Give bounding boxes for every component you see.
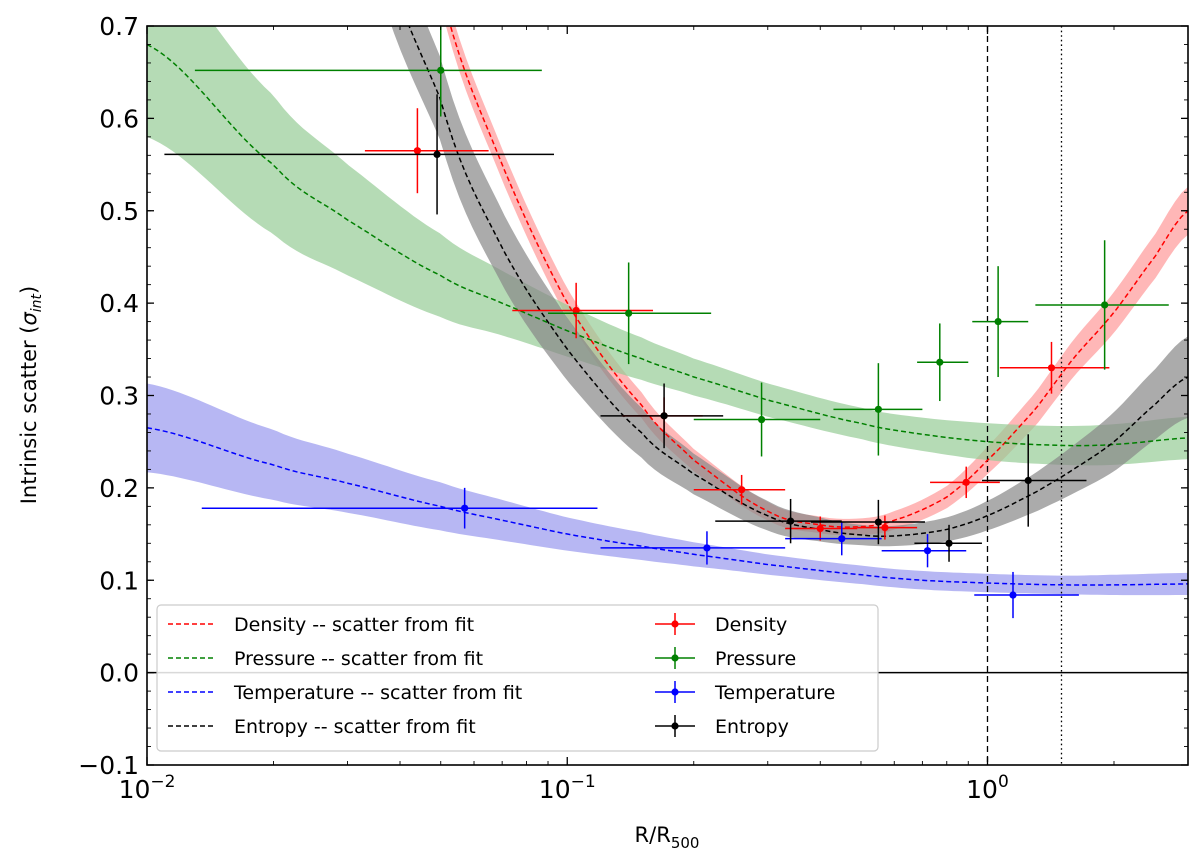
marker xyxy=(1047,364,1056,372)
y-tick-label: 0.7 xyxy=(99,12,139,41)
y-tick-label: 0.1 xyxy=(99,566,139,595)
marker xyxy=(838,535,846,543)
data-points xyxy=(164,26,1169,619)
legend-fit-pressure-scatter-from-fit: Pressure -- scatter from fit xyxy=(168,648,483,670)
legend-fit-entropy-scatter-from-fit: Entropy -- scatter from fit xyxy=(168,716,476,738)
fit-lines xyxy=(147,26,1188,586)
legend-fit-density-scatter-from-fit: Density -- scatter from fit xyxy=(168,614,474,636)
y-tick-label: 0.3 xyxy=(99,382,139,411)
point-temperature-4 xyxy=(881,534,967,568)
marker xyxy=(660,412,668,420)
fit-bands xyxy=(147,26,1188,596)
legend-frame xyxy=(156,604,879,752)
point-entropy-2 xyxy=(600,383,724,449)
legend-point-entries: Density Pressure Temperature Entropy xyxy=(655,613,835,738)
marker xyxy=(923,547,932,555)
point-density-4 xyxy=(693,474,786,505)
y-tick-label: 0.0 xyxy=(99,659,139,688)
point-entropy-4 xyxy=(810,499,925,545)
x-tick-label: 10−2 xyxy=(119,772,176,804)
fit-line-pressure-scatter-from-fit xyxy=(147,43,1188,447)
marker xyxy=(757,415,766,424)
legend-label: Density -- scatter from fit xyxy=(234,614,474,636)
point-density-1 xyxy=(364,108,489,194)
legend-label: Temperature xyxy=(714,682,835,704)
point-pressure-2 xyxy=(548,262,712,365)
marker xyxy=(433,150,441,159)
point-pressure-6 xyxy=(972,266,1029,378)
x-tick-label: 10−1 xyxy=(539,772,596,804)
legend-marker xyxy=(671,688,679,696)
legend-point-entropy: Entropy xyxy=(655,715,789,738)
legend-point-temperature: Temperature xyxy=(655,681,835,704)
legend-marker xyxy=(671,722,679,730)
fit-line-entropy-scatter-from-fit xyxy=(408,26,1188,538)
legend-fit-temperature-scatter-from-fit: Temperature -- scatter from fit xyxy=(168,682,522,704)
point-temperature-2 xyxy=(600,531,786,565)
point-entropy-3 xyxy=(715,498,842,544)
point-entropy-6 xyxy=(981,434,1087,527)
legend-label: Entropy -- scatter from fit xyxy=(234,716,476,738)
point-entropy-5 xyxy=(914,524,982,562)
marker xyxy=(881,523,889,532)
axis-ticks: −0.1 0.0 0.1 0.2 0.3 0.4 0.5 0.6 0.7 10−2 10−1 100 xyxy=(78,12,1189,804)
marker xyxy=(703,544,711,552)
band-temperature-scatter-from-fit xyxy=(147,383,1188,596)
legend-label: Entropy xyxy=(715,716,789,738)
y-tick-label: 0.5 xyxy=(99,197,139,226)
legend-fit-entries: Density -- scatter from fit Pressure -- s… xyxy=(168,614,522,738)
point-density-8 xyxy=(999,341,1110,394)
point-pressure-3 xyxy=(693,382,821,457)
marker xyxy=(994,318,1002,326)
y-tick-label: 0.2 xyxy=(99,474,139,503)
y-tick-label: 0.6 xyxy=(99,104,139,133)
marker xyxy=(962,478,970,486)
marker xyxy=(461,504,469,512)
point-temperature-1 xyxy=(201,487,598,529)
point-pressure-5 xyxy=(917,323,969,402)
marker xyxy=(1101,301,1109,309)
legend-marker xyxy=(671,654,679,662)
marker xyxy=(625,309,633,317)
legend-label: Pressure -- scatter from fit xyxy=(234,648,483,670)
point-temperature-5 xyxy=(974,571,1079,619)
point-pressure-4 xyxy=(833,363,923,456)
y-tick-label: −0.1 xyxy=(78,751,139,780)
marker xyxy=(874,518,882,526)
marker xyxy=(572,306,580,315)
marker xyxy=(413,147,422,155)
legend: Density -- scatter from fit Pressure -- s… xyxy=(156,604,879,752)
legend-label: Density xyxy=(715,614,787,636)
marker xyxy=(786,517,795,525)
fit-line-temperature-scatter-from-fit xyxy=(147,427,1188,586)
marker xyxy=(945,539,953,547)
marker xyxy=(816,524,824,533)
marker xyxy=(1024,476,1032,485)
legend-point-pressure: Pressure xyxy=(655,647,796,670)
point-temperature-3 xyxy=(785,522,882,556)
marker xyxy=(936,358,944,366)
point-pressure-7 xyxy=(1035,240,1169,370)
point-pressure-1 xyxy=(194,26,542,117)
band-pressure-scatter-from-fit xyxy=(147,26,1188,466)
x-tick-label: 100 xyxy=(966,772,1009,804)
point-density-7 xyxy=(930,466,1000,499)
marker xyxy=(437,66,445,74)
y-axis-title: Intrinsic scatter (σint) xyxy=(17,286,45,505)
marker xyxy=(874,405,882,413)
point-density-6 xyxy=(857,515,918,540)
fit-line-density-scatter-from-fit xyxy=(449,26,1188,528)
legend-label: Temperature -- scatter from fit xyxy=(233,682,522,704)
point-entropy-1 xyxy=(164,94,555,215)
legend-marker xyxy=(671,620,679,628)
x-axis-title: R/R500 xyxy=(635,823,700,852)
legend-label: Pressure xyxy=(715,648,796,670)
legend-point-density: Density xyxy=(655,613,787,636)
y-tick-label: 0.4 xyxy=(99,289,139,318)
marker xyxy=(1009,591,1017,599)
marker xyxy=(738,486,746,494)
